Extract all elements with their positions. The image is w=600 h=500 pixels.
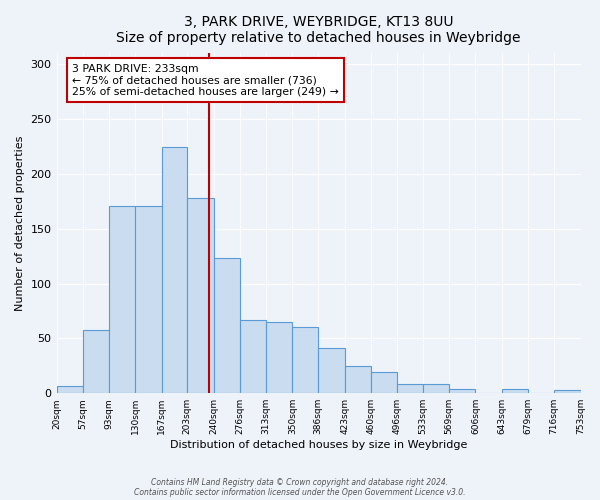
Bar — [109, 206, 135, 393]
Bar — [397, 384, 423, 393]
Bar — [135, 206, 161, 393]
Y-axis label: Number of detached properties: Number of detached properties — [15, 136, 25, 311]
Text: Contains HM Land Registry data © Crown copyright and database right 2024.
Contai: Contains HM Land Registry data © Crown c… — [134, 478, 466, 497]
Bar — [214, 258, 239, 393]
Text: 3 PARK DRIVE: 233sqm
← 75% of detached houses are smaller (736)
25% of semi-deta: 3 PARK DRIVE: 233sqm ← 75% of detached h… — [72, 64, 339, 96]
Bar — [187, 198, 214, 393]
Bar — [449, 389, 475, 393]
Bar — [266, 322, 292, 393]
Bar — [161, 146, 187, 393]
Bar — [371, 372, 397, 393]
Bar — [344, 366, 371, 393]
Bar — [292, 328, 318, 393]
Bar — [239, 320, 266, 393]
X-axis label: Distribution of detached houses by size in Weybridge: Distribution of detached houses by size … — [170, 440, 467, 450]
Bar — [318, 348, 344, 393]
Bar — [83, 330, 109, 393]
Bar — [423, 384, 449, 393]
Bar — [502, 389, 527, 393]
Bar — [56, 386, 83, 393]
Title: 3, PARK DRIVE, WEYBRIDGE, KT13 8UU
Size of property relative to detached houses : 3, PARK DRIVE, WEYBRIDGE, KT13 8UU Size … — [116, 15, 521, 45]
Bar — [554, 390, 581, 393]
